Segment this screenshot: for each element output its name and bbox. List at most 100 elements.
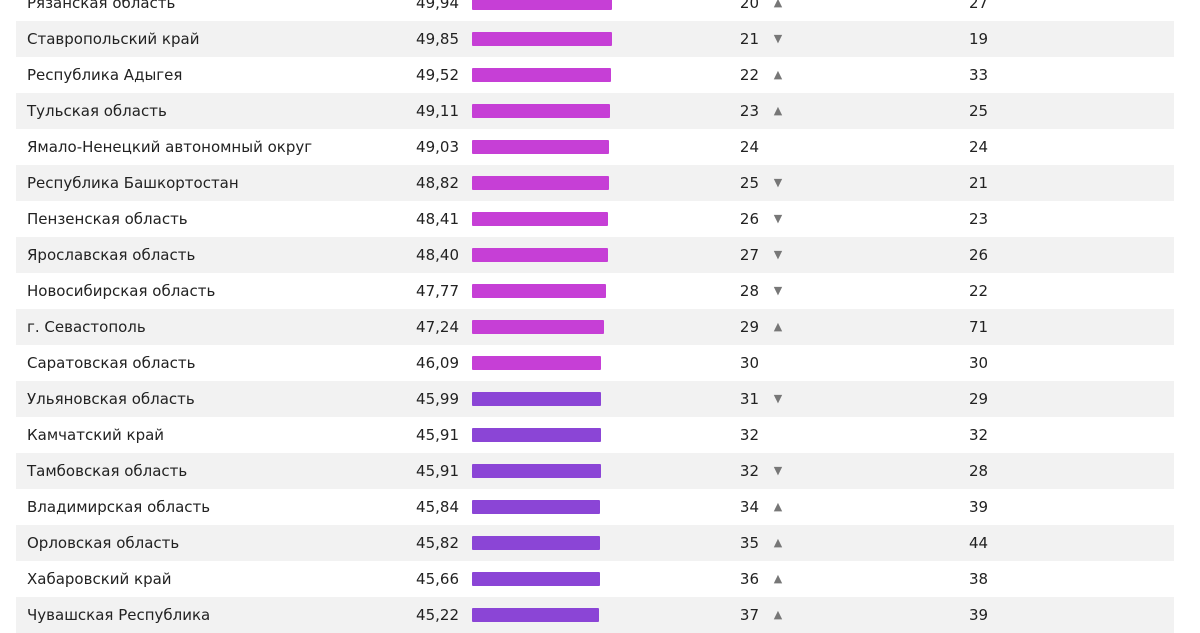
triangle-down-icon: ▼ xyxy=(773,248,783,261)
score-bar xyxy=(472,464,601,478)
score-value: 45,99 xyxy=(416,390,459,408)
score-bar xyxy=(472,608,599,622)
region-name: Республика Башкортостан xyxy=(27,174,239,192)
table-row: Владимирская область 45,84 34 ▲ 39 xyxy=(16,489,1174,525)
rank-value: 31 xyxy=(739,390,759,408)
score-value: 45,22 xyxy=(416,606,459,624)
triangle-down-icon: ▼ xyxy=(773,464,783,477)
region-name: Ставропольский край xyxy=(27,30,200,48)
triangle-up-icon: ▲ xyxy=(773,608,783,621)
score-bar xyxy=(472,68,611,82)
score-bar xyxy=(472,0,612,10)
triangle-up-icon: ▲ xyxy=(773,104,783,117)
rank-value: 23 xyxy=(739,102,759,120)
region-name: Владимирская область xyxy=(27,498,211,516)
previous-rank-value: 44 xyxy=(968,534,989,552)
score-value: 46,09 xyxy=(416,354,459,372)
previous-rank-value: 27 xyxy=(968,0,989,12)
previous-rank-value: 39 xyxy=(968,498,989,516)
score-bar xyxy=(472,500,600,514)
table-row: Ярославская область 48,40 27 ▼ 26 xyxy=(16,237,1174,273)
rank-value: 28 xyxy=(739,282,759,300)
score-value: 45,82 xyxy=(416,534,459,552)
score-value: 45,91 xyxy=(416,462,459,480)
table-row: Ульяновская область 45,99 31 ▼ 29 xyxy=(16,381,1174,417)
score-bar xyxy=(472,140,609,154)
previous-rank-value: 23 xyxy=(968,210,989,228)
triangle-up-icon: ▲ xyxy=(773,500,783,513)
rank-value: 35 xyxy=(739,534,759,552)
score-bar xyxy=(472,356,601,370)
score-value: 49,03 xyxy=(416,138,459,156)
region-name: Пензенская область xyxy=(27,210,188,228)
previous-rank-value: 21 xyxy=(968,174,989,192)
score-bar xyxy=(472,284,606,298)
rank-value: 34 xyxy=(739,498,759,516)
rank-value: 32 xyxy=(739,426,759,444)
region-name: Тульская область xyxy=(27,102,167,120)
rank-value: 29 xyxy=(739,318,759,336)
triangle-up-icon: ▲ xyxy=(773,68,783,81)
rank-value: 24 xyxy=(739,138,759,156)
score-value: 47,77 xyxy=(416,282,459,300)
region-name: Ямало-Ненецкий автономный округ xyxy=(27,138,313,156)
score-bar xyxy=(472,32,612,46)
ranking-table: Рязанская область 49,94 20 ▲ 27 Ставропольски… xyxy=(16,0,1174,633)
triangle-down-icon: ▼ xyxy=(773,212,783,225)
previous-rank-value: 28 xyxy=(968,462,989,480)
score-value: 49,11 xyxy=(416,102,459,120)
score-value: 48,41 xyxy=(416,210,459,228)
rank-value: 30 xyxy=(739,354,759,372)
score-value: 45,66 xyxy=(416,570,459,588)
rank-value: 27 xyxy=(739,246,759,264)
score-bar xyxy=(472,176,609,190)
rank-value: 22 xyxy=(739,66,759,84)
score-value: 49,85 xyxy=(416,30,459,48)
triangle-up-icon: ▲ xyxy=(773,536,783,549)
table-row: Тамбовская область 45,91 32 ▼ 28 xyxy=(16,453,1174,489)
table-row: Камчатский край 45,91 32 32 xyxy=(16,417,1174,453)
triangle-up-icon: ▲ xyxy=(773,0,783,9)
score-value: 48,82 xyxy=(416,174,459,192)
previous-rank-value: 29 xyxy=(968,390,989,408)
rank-value: 20 xyxy=(739,0,759,12)
table-row: Ставропольский край 49,85 21 ▼ 19 xyxy=(16,21,1174,57)
region-name: Саратовская область xyxy=(27,354,196,372)
region-name: Ульяновская область xyxy=(27,390,195,408)
rank-value: 32 xyxy=(739,462,759,480)
score-value: 45,91 xyxy=(416,426,459,444)
previous-rank-value: 22 xyxy=(968,282,989,300)
score-bar xyxy=(472,248,608,262)
score-bar xyxy=(472,572,600,586)
table-row: Республика Адыгея 49,52 22 ▲ 33 xyxy=(16,57,1174,93)
rank-value: 21 xyxy=(739,30,759,48)
previous-rank-value: 19 xyxy=(968,30,989,48)
score-bar xyxy=(472,104,610,118)
table-row: Саратовская область 46,09 30 30 xyxy=(16,345,1174,381)
table-row: г. Севастополь 47,24 29 ▲ 71 xyxy=(16,309,1174,345)
previous-rank-value: 30 xyxy=(968,354,989,372)
previous-rank-value: 71 xyxy=(968,318,989,336)
score-value: 49,52 xyxy=(416,66,459,84)
triangle-up-icon: ▲ xyxy=(773,572,783,585)
table-row: Тульская область 49,11 23 ▲ 25 xyxy=(16,93,1174,129)
triangle-down-icon: ▼ xyxy=(773,176,783,189)
triangle-down-icon: ▼ xyxy=(773,392,783,405)
region-name: Ярославская область xyxy=(27,246,196,264)
region-name: Хабаровский край xyxy=(27,570,172,588)
score-value: 49,94 xyxy=(416,0,459,12)
score-bar xyxy=(472,392,601,406)
table-row: Республика Башкортостан 48,82 25 ▼ 21 xyxy=(16,165,1174,201)
previous-rank-value: 25 xyxy=(968,102,989,120)
region-name: г. Севастополь xyxy=(27,318,146,336)
table-row: Орловская область 45,82 35 ▲ 44 xyxy=(16,525,1174,561)
previous-rank-value: 38 xyxy=(968,570,989,588)
rank-value: 37 xyxy=(739,606,759,624)
table-row: Хабаровский край 45,66 36 ▲ 38 xyxy=(16,561,1174,597)
table-row: Ямало-Ненецкий автономный округ 49,03 24 24 xyxy=(16,129,1174,165)
region-name: Республика Адыгея xyxy=(27,66,183,84)
region-name: Тамбовская область xyxy=(27,462,188,480)
region-name: Новосибирская область xyxy=(27,282,216,300)
region-name: Орловская область xyxy=(27,534,180,552)
score-bar xyxy=(472,320,604,334)
